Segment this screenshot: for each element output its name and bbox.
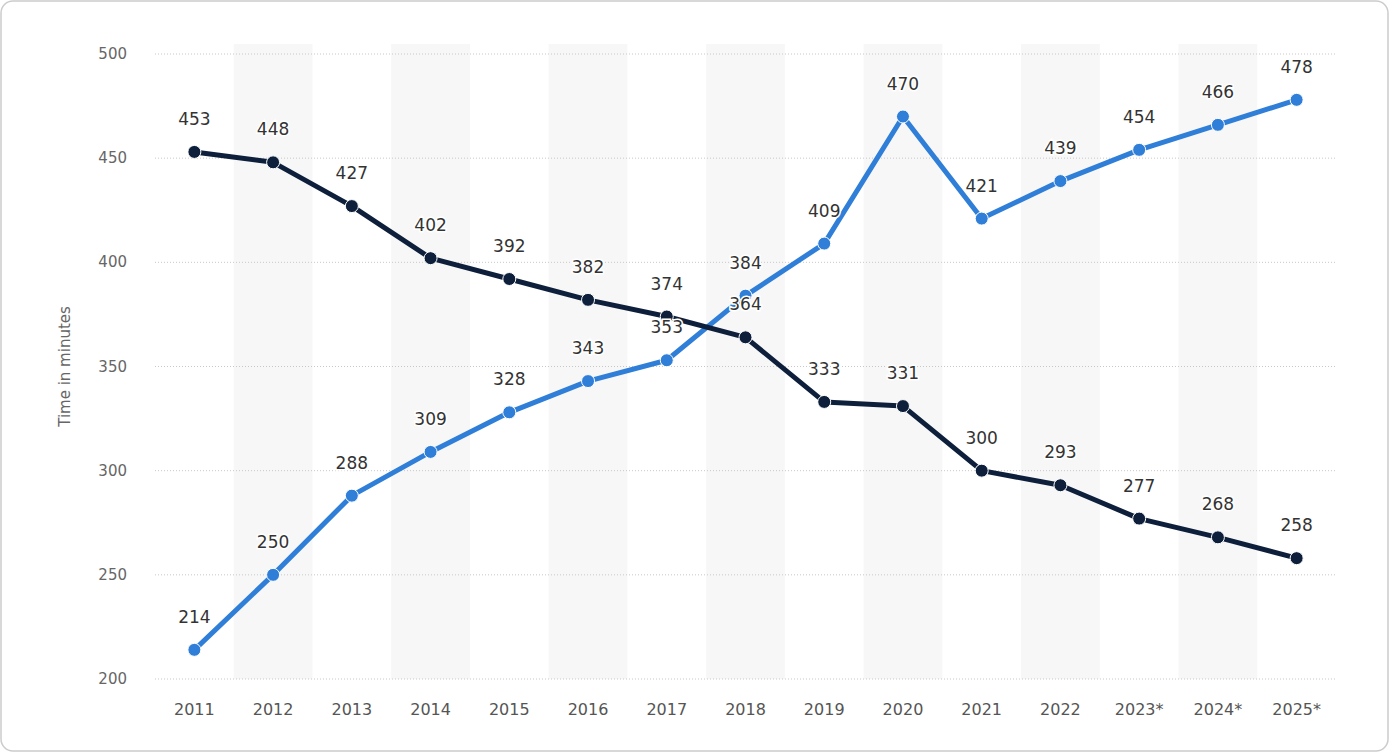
data-point[interactable] <box>896 110 909 123</box>
data-label: 392 <box>493 236 525 256</box>
data-point[interactable] <box>1290 93 1303 106</box>
chart-svg: 200 250 300 350 400 450 500 Time in minutes 2011… <box>0 0 1389 752</box>
y-tick-label: 300 <box>98 462 127 480</box>
data-label: 300 <box>965 428 997 448</box>
plot-area <box>188 93 1303 656</box>
x-tick-label: 2012 <box>253 700 294 719</box>
grid-line <box>155 679 1336 680</box>
grid-line <box>155 470 1336 471</box>
data-point[interactable] <box>1211 118 1224 131</box>
y-tick-label: 500 <box>98 45 127 63</box>
data-label: 331 <box>887 363 919 383</box>
x-tick-label: 2014 <box>410 700 451 719</box>
data-label: 478 <box>1280 57 1312 77</box>
y-axis-title: Time in minutes <box>56 306 74 428</box>
grid-line <box>155 158 1336 159</box>
column-band <box>549 44 628 679</box>
data-label: 333 <box>808 359 840 379</box>
x-tick-label: 2021 <box>961 700 1002 719</box>
x-tick-label: 2016 <box>568 700 609 719</box>
data-label: 343 <box>572 338 604 358</box>
x-tick-label: 2022 <box>1040 700 1081 719</box>
data-label: 277 <box>1123 476 1155 496</box>
y-tick-label: 450 <box>98 149 127 167</box>
data-point[interactable] <box>188 643 201 656</box>
column-band <box>1179 44 1258 679</box>
y-tick-label: 200 <box>98 670 127 688</box>
data-label: 384 <box>729 253 761 273</box>
x-tick-label: 2023* <box>1115 700 1164 719</box>
column-band <box>391 44 470 679</box>
y-tick-label: 350 <box>98 358 127 376</box>
column-band <box>864 44 943 679</box>
data-label: 382 <box>572 257 604 277</box>
data-point[interactable] <box>503 406 516 419</box>
y-tick-label: 400 <box>98 253 127 271</box>
data-label: 470 <box>887 74 919 94</box>
data-label: 353 <box>651 317 683 337</box>
x-tick-label: 2020 <box>883 700 924 719</box>
data-label: 454 <box>1123 107 1155 127</box>
data-labels: 214 250 288 309 328 343 353 384 409 470 421 439 454 4… <box>178 57 1313 627</box>
data-label: 374 <box>651 274 683 294</box>
data-point[interactable] <box>975 464 988 477</box>
series-line <box>194 152 1296 558</box>
data-point[interactable] <box>424 252 437 265</box>
data-label: 448 <box>257 119 289 139</box>
data-point[interactable] <box>1290 552 1303 565</box>
data-point[interactable] <box>818 237 831 250</box>
data-point[interactable] <box>345 200 358 213</box>
data-label: 293 <box>1044 442 1076 462</box>
data-label: 453 <box>178 109 210 129</box>
series-line <box>194 100 1296 650</box>
data-label: 466 <box>1202 82 1234 102</box>
data-label: 427 <box>336 163 368 183</box>
column-band <box>234 44 313 679</box>
data-point[interactable] <box>975 212 988 225</box>
data-point[interactable] <box>188 145 201 158</box>
data-point[interactable] <box>1211 531 1224 544</box>
grid-line <box>155 54 1336 55</box>
data-label: 214 <box>178 607 210 627</box>
x-tick-label: 2018 <box>725 700 766 719</box>
x-tick-label: 2017 <box>646 700 687 719</box>
x-tick-label: 2019 <box>804 700 845 719</box>
data-point[interactable] <box>660 354 673 367</box>
x-tick-label: 2025* <box>1272 700 1321 719</box>
data-point[interactable] <box>267 156 280 169</box>
data-label: 268 <box>1202 494 1234 514</box>
y-tick-label: 250 <box>98 566 127 584</box>
data-label: 439 <box>1044 138 1076 158</box>
data-label: 409 <box>808 201 840 221</box>
data-label: 288 <box>336 453 368 473</box>
data-point[interactable] <box>345 489 358 502</box>
data-label: 364 <box>729 294 761 314</box>
x-tick-label: 2011 <box>174 700 215 719</box>
data-label: 421 <box>965 176 997 196</box>
data-label: 250 <box>257 532 289 552</box>
data-point[interactable] <box>896 400 909 413</box>
frame <box>1 1 1388 751</box>
data-point[interactable] <box>503 273 516 286</box>
data-point[interactable] <box>739 331 752 344</box>
data-point[interactable] <box>1054 479 1067 492</box>
grid-line <box>155 574 1336 575</box>
data-point[interactable] <box>818 395 831 408</box>
column-band <box>1021 44 1100 679</box>
data-point[interactable] <box>1133 512 1146 525</box>
data-label: 402 <box>414 215 446 235</box>
data-point[interactable] <box>582 375 595 388</box>
x-tick-label: 2024* <box>1194 700 1243 719</box>
data-point[interactable] <box>1054 175 1067 188</box>
data-point[interactable] <box>424 445 437 458</box>
grid-line <box>155 366 1336 367</box>
data-point[interactable] <box>582 293 595 306</box>
x-tick-label: 2013 <box>331 700 372 719</box>
data-point[interactable] <box>1133 143 1146 156</box>
x-tick-label: 2015 <box>489 700 530 719</box>
data-point[interactable] <box>267 568 280 581</box>
data-label: 328 <box>493 369 525 389</box>
data-label: 258 <box>1280 515 1312 535</box>
data-label: 309 <box>414 409 446 429</box>
